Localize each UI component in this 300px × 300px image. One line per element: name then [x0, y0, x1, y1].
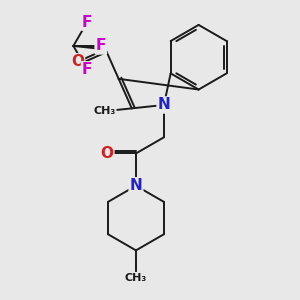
Text: F: F: [82, 62, 92, 77]
Text: O: O: [71, 54, 84, 69]
Text: N: N: [130, 178, 142, 193]
Text: N: N: [158, 98, 170, 112]
Text: O: O: [100, 146, 113, 161]
Text: CH₃: CH₃: [125, 273, 147, 283]
Text: F: F: [82, 15, 92, 30]
Text: F: F: [96, 38, 106, 53]
Text: CH₃: CH₃: [93, 106, 116, 116]
